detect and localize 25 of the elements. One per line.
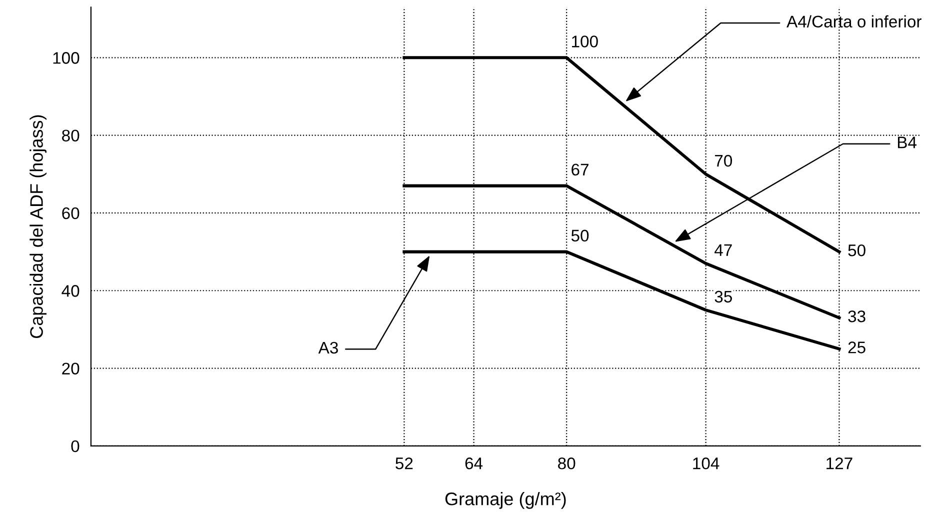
y-tick-label: 0 [71, 440, 80, 452]
x-axis-title: Gramaje (g/m²) [445, 492, 566, 509]
y-tick-label: 60 [62, 207, 80, 220]
data-label: 50 [571, 230, 589, 242]
data-label: 100 [572, 36, 598, 48]
text: A3 [318, 342, 338, 354]
data-label: 67 [572, 164, 588, 176]
y-tick-label: 40 [62, 285, 80, 297]
data-label: 47 [714, 244, 732, 256]
x-tick-label: 104 [693, 458, 720, 470]
data-label: 70 [714, 154, 732, 167]
y-tick-label: 80 [62, 130, 80, 142]
data-label: 33 [848, 310, 866, 322]
text: B4 [898, 136, 917, 148]
data-label: 25 [848, 342, 866, 354]
y-tick-label: 20 [62, 362, 80, 374]
x-tick-label: 52 [396, 458, 413, 470]
y-tick-label: 100 [53, 52, 80, 64]
data-label: 50 [848, 244, 866, 256]
data-label: 35 [714, 290, 732, 303]
x-tick-label: 64 [465, 458, 483, 470]
y-axis-title: Capacidad del ADF (hojass) [30, 115, 46, 338]
x-tick-label: 80 [558, 458, 576, 470]
text: A4/Carta o inferior [786, 15, 922, 28]
x-tick-label: 127 [826, 458, 852, 470]
